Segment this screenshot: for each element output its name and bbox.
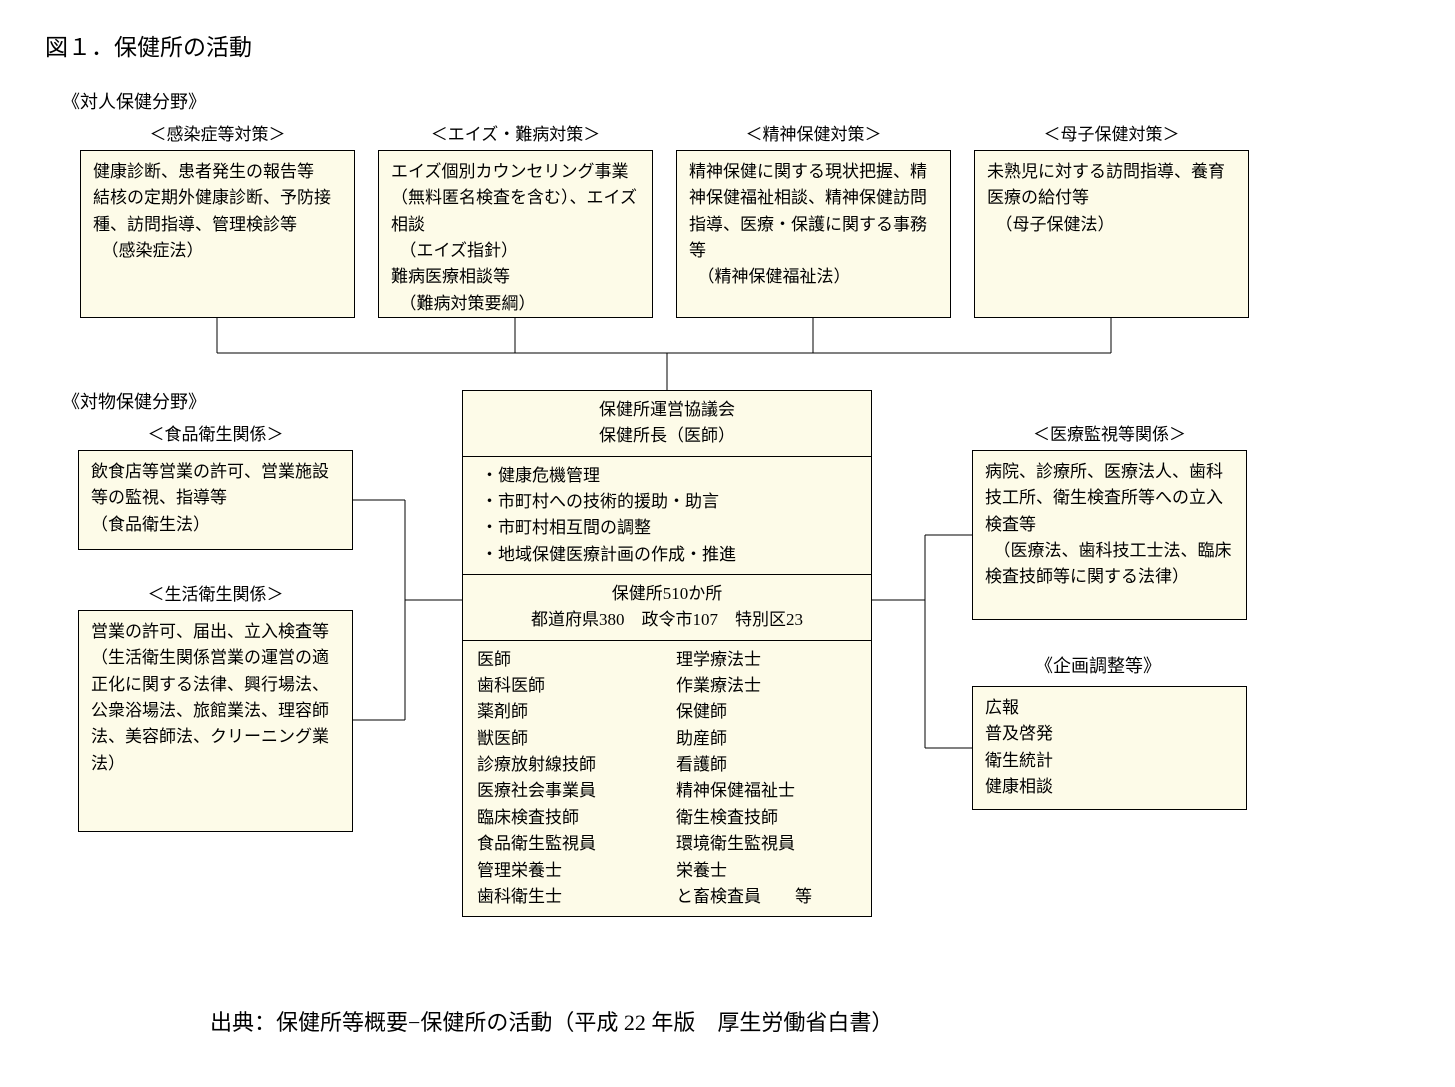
center-counts: 保健所510か所 都道府県380 政令市107 特別区23 <box>463 575 871 641</box>
staff-left-9: 歯科衛生士 <box>477 884 658 910</box>
top-box-2-label: ＜精神保健対策＞ <box>676 120 951 145</box>
center-function-0: ・健康危機管理 <box>481 463 857 489</box>
staff-right-col: 理学療法士 作業療法士 保健師 助産師 看護師 精神保健福祉士 衛生検査技師 環… <box>676 647 857 910</box>
left-box-0: 飲食店等営業の許可、営業施設等の監視、指導等 （食品衛生法） <box>78 450 353 550</box>
staff-right-7: 環境衛生監視員 <box>676 831 857 857</box>
planning-box: 広報 普及啓発 衛生統計 健康相談 <box>972 686 1247 810</box>
top-box-0-label: ＜感染症等対策＞ <box>80 120 355 145</box>
staff-right-9: と畜検査員 等 <box>676 884 857 910</box>
section-label-person: 《対人保健分野》 <box>62 88 206 114</box>
top-box-0: 健康診断、患者発生の報告等 結核の定期外健康診断、予防接種、訪問指導、管理検診等… <box>80 150 355 318</box>
staff-right-2: 保健師 <box>676 699 857 725</box>
top-box-3-label: ＜母子保健対策＞ <box>974 120 1249 145</box>
staff-left-0: 医師 <box>477 647 658 673</box>
center-function-3: ・地域保健医療計画の作成・推進 <box>481 542 857 568</box>
left-box-0-label: ＜食品衛生関係＞ <box>78 420 353 445</box>
staff-left-2: 薬剤師 <box>477 699 658 725</box>
staff-right-0: 理学療法士 <box>676 647 857 673</box>
staff-right-1: 作業療法士 <box>676 673 857 699</box>
left-box-1: 営業の許可、届出、立入検査等 （生活衛生関係営業の運営の適正化に関する法律、興行… <box>78 610 353 832</box>
center-header: 保健所運営協議会 保健所長（医師） <box>463 391 871 457</box>
staff-right-6: 衛生検査技師 <box>676 805 857 831</box>
section-label-object: 《対物保健分野》 <box>62 388 206 414</box>
staff-right-4: 看護師 <box>676 752 857 778</box>
center-function-2: ・市町村相互間の調整 <box>481 515 857 541</box>
source-citation: 出典：保健所等概要−保健所の活動（平成 22 年版 厚生労働省白書） <box>210 1005 893 1037</box>
center-function-1: ・市町村への技術的援助・助言 <box>481 489 857 515</box>
staff-left-5: 医療社会事業員 <box>477 778 658 804</box>
center-counts-line1: 保健所510か所 <box>477 581 857 607</box>
staff-left-6: 臨床検査技師 <box>477 805 658 831</box>
center-staff: 医師 歯科医師 薬剤師 獣医師 診療放射線技師 医療社会事業員 臨床検査技師 食… <box>463 641 871 916</box>
center-box: 保健所運営協議会 保健所長（医師） ・健康危機管理 ・市町村への技術的援助・助言… <box>462 390 872 917</box>
top-box-3: 未熟児に対する訪問指導、養育医療の給付等 （母子保健法） <box>974 150 1249 318</box>
staff-left-4: 診療放射線技師 <box>477 752 658 778</box>
staff-left-7: 食品衛生監視員 <box>477 831 658 857</box>
staff-right-5: 精神保健福祉士 <box>676 778 857 804</box>
top-box-1: エイズ個別カウンセリング事業（無料匿名検査を含む）、エイズ相談 （エイズ指針） … <box>378 150 653 318</box>
left-box-1-label: ＜生活衛生関係＞ <box>78 580 353 605</box>
section-label-planning: 《企画調整等》 <box>1035 652 1161 678</box>
staff-right-3: 助産師 <box>676 726 857 752</box>
staff-left-1: 歯科医師 <box>477 673 658 699</box>
right-box-0: 病院、診療所、医療法人、歯科技工所、衛生検査所等への立入検査等 （医療法、歯科技… <box>972 450 1247 620</box>
top-box-2: 精神保健に関する現状把握、精神保健福祉相談、精神保健訪問指導、医療・保護に関する… <box>676 150 951 318</box>
center-functions: ・健康危機管理 ・市町村への技術的援助・助言 ・市町村相互間の調整 ・地域保健医… <box>463 457 871 575</box>
staff-left-col: 医師 歯科医師 薬剤師 獣医師 診療放射線技師 医療社会事業員 臨床検査技師 食… <box>477 647 658 910</box>
right-box-0-label: ＜医療監視等関係＞ <box>972 420 1247 445</box>
staff-right-8: 栄養士 <box>676 858 857 884</box>
staff-left-8: 管理栄養士 <box>477 858 658 884</box>
staff-left-3: 獣医師 <box>477 726 658 752</box>
figure-title: 図１．保健所の活動 <box>45 28 252 62</box>
top-box-1-label: ＜エイズ・難病対策＞ <box>378 120 653 145</box>
center-counts-line2: 都道府県380 政令市107 特別区23 <box>477 607 857 633</box>
